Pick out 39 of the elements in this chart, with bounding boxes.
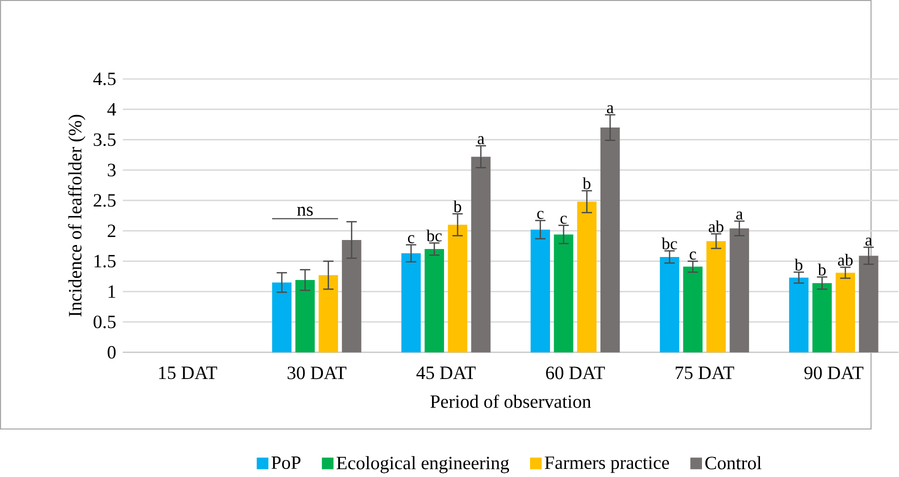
y-tick-label: 3 [108,164,116,176]
y-tick-label: 0 [108,346,116,359]
annotation: ns [297,206,313,216]
data-label: ab [708,220,724,232]
y-tick-label: 3.5 [94,133,116,146]
y-tick-label: 2 [108,224,116,237]
data-label: b [453,200,462,212]
data-label: c [690,251,696,260]
y-tick-label: 1 [108,285,116,298]
data-label: ab [838,254,853,266]
y-tick-label: 2.5 [94,194,116,207]
x-tick-label: 60 DAT [546,366,605,380]
data-label: bc [662,237,677,250]
y-tick-label: 0.5 [94,316,116,328]
data-label: a [865,238,872,246]
x-axis-title: Period of observation [430,394,591,408]
data-label: c [408,235,414,244]
legend-label: Control [705,456,762,470]
data-label: c [560,216,567,224]
x-tick-label: 90 DAT [804,366,864,380]
y-tick-label: 4 [107,103,116,116]
y-tick-label: 4.5 [93,72,116,86]
x-tick-label: 15 DAT [159,366,218,380]
x-tick-label: 45 DAT [416,366,476,380]
x-tick-label: 30 DAT [288,366,346,380]
data-label: a [736,211,743,220]
y-axis-title: Incidence of leaffolder (%) [68,114,86,316]
legend-label: PoP [272,456,300,469]
data-label: b [818,264,826,276]
x-tick-label: 75 DAT [676,366,734,380]
legend-label: Ecological engineering [336,456,510,474]
data-label: b [794,258,802,271]
data-label: b [582,177,590,190]
data-label: a [606,105,614,114]
y-tick-label: 1.5 [94,254,116,268]
data-label: c [537,210,544,219]
data-label: a [478,136,484,144]
data-label: bc [426,230,442,242]
legend-label: Farmers practice [544,456,670,473]
